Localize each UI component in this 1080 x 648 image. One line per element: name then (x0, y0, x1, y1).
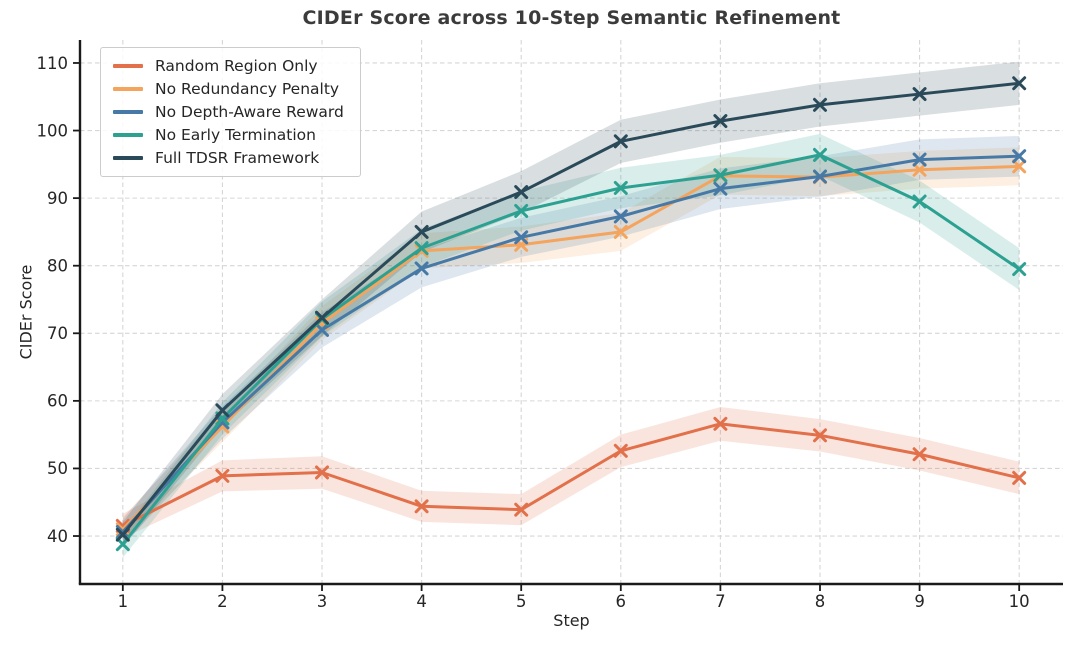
ci-band-random-region-only (122, 406, 1020, 539)
legend-line-swatch (113, 133, 143, 137)
y-tick-label: 60 (47, 392, 68, 411)
x-tick-label: 3 (317, 592, 328, 611)
legend-label: No Depth-Aware Reward (155, 103, 344, 121)
marker-x-random-region-only (713, 416, 728, 431)
marker-x-no-depth-aware-reward (1012, 149, 1027, 164)
x-tick-label: 9 (914, 592, 925, 611)
marker-x-full-tdsr-framework (613, 134, 628, 149)
ci-band-full-tdsr-framework (122, 61, 1020, 548)
marker-x-random-region-only (912, 447, 927, 462)
marker-x-no-early-termination (613, 180, 628, 195)
legend-label: Random Region Only (155, 57, 318, 75)
series-line-random-region-only (121, 422, 1021, 528)
x-axis-label: Step (553, 611, 590, 630)
x-tick-label: 8 (815, 592, 826, 611)
series-line-no-depth-aware-reward (121, 154, 1021, 534)
chart-title: CIDEr Score across 10-Step Semantic Refi… (302, 7, 841, 29)
y-tick-label: 80 (47, 257, 68, 276)
y-tick-label: 50 (47, 459, 68, 478)
y-axis-label: CIDEr Score (16, 264, 36, 360)
x-tick-label: 2 (217, 592, 228, 611)
marker-x-full-tdsr-framework (215, 403, 230, 418)
marker-x-no-early-termination (414, 241, 429, 256)
legend-item-no-redundancy-penalty: No Redundancy Penalty (113, 81, 344, 97)
marker-x-no-depth-aware-reward (414, 261, 429, 276)
marker-x-random-region-only (1012, 470, 1027, 485)
legend-line-swatch (113, 87, 143, 91)
legend-item-full-tdsr-framework: Full TDSR Framework (113, 150, 344, 166)
marker-x-no-early-termination (514, 203, 529, 218)
marker-x-random-region-only (812, 428, 827, 443)
x-tick-label: 6 (616, 592, 627, 611)
marker-x-no-depth-aware-reward (812, 169, 827, 184)
y-tick-label: 70 (47, 324, 68, 343)
x-tick-label: 7 (715, 592, 726, 611)
marker-x-no-depth-aware-reward (613, 209, 628, 224)
marker-x-no-early-termination (812, 147, 827, 162)
legend-item-no-early-termination: No Early Termination (113, 127, 344, 143)
legend-line-swatch (113, 110, 143, 114)
marker-x-random-region-only (315, 465, 330, 480)
marker-x-no-early-termination (713, 168, 728, 183)
y-tick-label: 110 (37, 54, 69, 73)
marker-x-full-tdsr-framework (514, 185, 529, 200)
series-line-no-early-termination (121, 153, 1021, 546)
marker-x-full-tdsr-framework (912, 87, 927, 102)
legend-line-swatch (113, 64, 143, 68)
marker-x-random-region-only (514, 502, 529, 517)
axis-ticks: 40 50 60 70 80 90 100 110 1 2 3 4 5 6 7 8 9 10 (37, 54, 1030, 611)
marker-x-full-tdsr-framework (414, 224, 429, 239)
x-tick-label: 5 (516, 592, 527, 611)
marker-x-full-tdsr-framework (713, 114, 728, 129)
marker-x-full-tdsr-framework (1012, 76, 1027, 91)
marker-x-no-depth-aware-reward (713, 181, 728, 196)
marker-x-full-tdsr-framework (115, 527, 130, 542)
marker-x-no-redundancy-penalty (912, 162, 927, 177)
y-tick-label: 40 (47, 527, 68, 546)
marker-x-full-tdsr-framework (315, 310, 330, 325)
legend-label: No Early Termination (155, 126, 316, 144)
marker-x-no-early-termination (912, 194, 927, 209)
marker-x-random-region-only (613, 443, 628, 458)
marker-x-random-region-only (215, 468, 230, 483)
legend-label: No Redundancy Penalty (155, 80, 340, 98)
marker-x-full-tdsr-framework (812, 97, 827, 112)
series-line-full-tdsr-framework (121, 81, 1021, 537)
marker-x-no-early-termination (115, 537, 130, 552)
series-random-region-only (115, 416, 1027, 533)
y-tick-label: 100 (37, 121, 69, 140)
x-tick-label: 1 (118, 592, 129, 611)
legend-line-swatch (113, 156, 143, 160)
marker-x-random-region-only (414, 499, 429, 514)
legend: Random Region Only No Redundancy Penalty N… (100, 47, 361, 177)
marker-x-no-depth-aware-reward (215, 415, 230, 430)
x-tick-label: 4 (416, 592, 427, 611)
x-tick-label: 10 (1009, 592, 1030, 611)
marker-x-no-redundancy-penalty (1012, 159, 1027, 174)
marker-x-no-depth-aware-reward (315, 322, 330, 337)
y-tick-label: 90 (47, 189, 68, 208)
marker-x-no-depth-aware-reward (514, 230, 529, 245)
series-full-tdsr-framework (115, 76, 1027, 542)
legend-item-random-region-only: Random Region Only (113, 58, 344, 74)
legend-item-no-depth-aware-reward: No Depth-Aware Reward (113, 104, 344, 120)
marker-x-no-redundancy-penalty (613, 224, 628, 239)
legend-label: Full TDSR Framework (155, 149, 320, 167)
marker-x-no-depth-aware-reward (912, 152, 927, 167)
marker-x-no-early-termination (1012, 262, 1027, 277)
